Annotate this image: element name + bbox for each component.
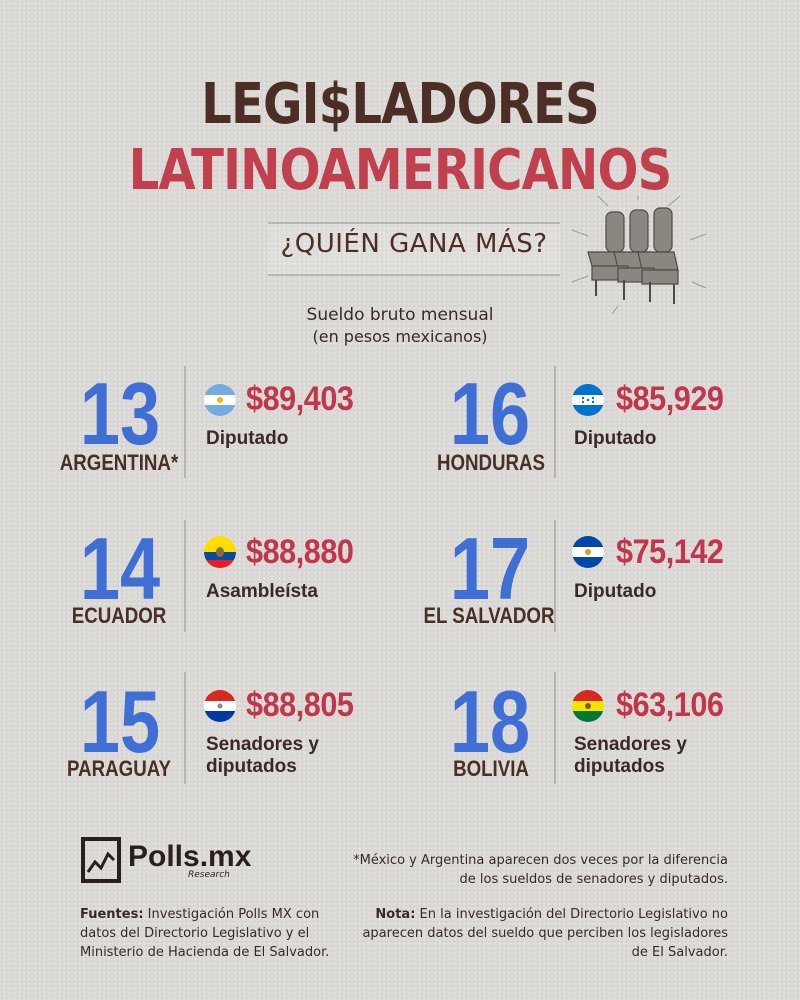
- seats-icon: [571, 196, 707, 314]
- salary-amount: $75,142: [616, 533, 724, 571]
- role-label: Diputado: [574, 428, 657, 449]
- polls-logo-icon: [81, 837, 121, 883]
- rank-number: 18: [449, 672, 531, 771]
- salary-amount: $88,805: [246, 686, 354, 724]
- role-label: Senadores y diputados: [206, 734, 319, 777]
- note-label: Nota:: [375, 907, 416, 922]
- bolivia-flag-icon: [572, 690, 604, 722]
- note-block: Nota: En la investigación del Directorio…: [360, 905, 728, 962]
- country-name: ECUADOR: [71, 603, 167, 628]
- rank-number: 17: [449, 519, 531, 618]
- country-name: HONDURAS: [436, 450, 546, 475]
- role-label: Asambleísta: [206, 581, 318, 602]
- salary-amount: $88,880: [246, 533, 354, 571]
- rank-number: 13: [79, 364, 161, 463]
- salary-amount: $89,403: [246, 380, 354, 418]
- subtitle-band: [268, 222, 560, 276]
- country-name: ARGENTINA*: [59, 450, 179, 475]
- divider: [554, 520, 556, 632]
- salary-amount: $63,106: [616, 686, 724, 724]
- country-name: BOLIVIA: [453, 756, 529, 781]
- country-name: EL SALVADOR: [423, 603, 555, 628]
- salary-note-line1: Sueldo bruto mensual: [306, 305, 494, 325]
- ecuador-flag-icon: [204, 536, 236, 568]
- sources-note: Fuentes: Investigación Polls MX con dato…: [80, 905, 340, 962]
- divider: [554, 366, 556, 478]
- note-text: En la investigación del Directorio Legis…: [362, 907, 728, 960]
- sources-text: Investigación Polls MX con datos del Dir…: [80, 907, 330, 960]
- divider: [184, 672, 186, 784]
- salary-note-line2: (en pesos mexicanos): [312, 327, 488, 346]
- argentina-flag-icon: [204, 384, 236, 416]
- el-salvador-flag-icon: [572, 536, 604, 568]
- divider: [184, 366, 186, 478]
- logo-text: Polls.mx: [128, 840, 252, 873]
- honduras-flag-icon: [572, 384, 604, 416]
- logo-subtext: Research: [188, 870, 230, 880]
- role-label: Senadores y diputados: [574, 734, 687, 777]
- title-line-2: LATINOAMERICANOS: [128, 138, 673, 203]
- rank-number: 16: [449, 364, 531, 463]
- country-name: PARAGUAY: [67, 756, 171, 781]
- rank-number: 15: [79, 672, 161, 771]
- sources-label: Fuentes:: [80, 907, 144, 922]
- salary-amount: $85,929: [616, 380, 724, 418]
- role-label: Diputado: [574, 581, 657, 602]
- salary-note: Sueldo bruto mensual (en pesos mexicanos…: [0, 304, 800, 348]
- subtitle: ¿QUIÉN GANA MÁS?: [280, 229, 548, 259]
- rank-number: 14: [79, 519, 161, 618]
- divider: [554, 672, 556, 784]
- divider: [184, 520, 186, 632]
- title-line-1: LEGI$LADORES: [201, 72, 600, 137]
- role-label: Diputado: [206, 428, 289, 449]
- asterisk-note: *México y Argentina aparecen dos veces p…: [353, 853, 728, 887]
- paraguay-flag-icon: [204, 690, 236, 722]
